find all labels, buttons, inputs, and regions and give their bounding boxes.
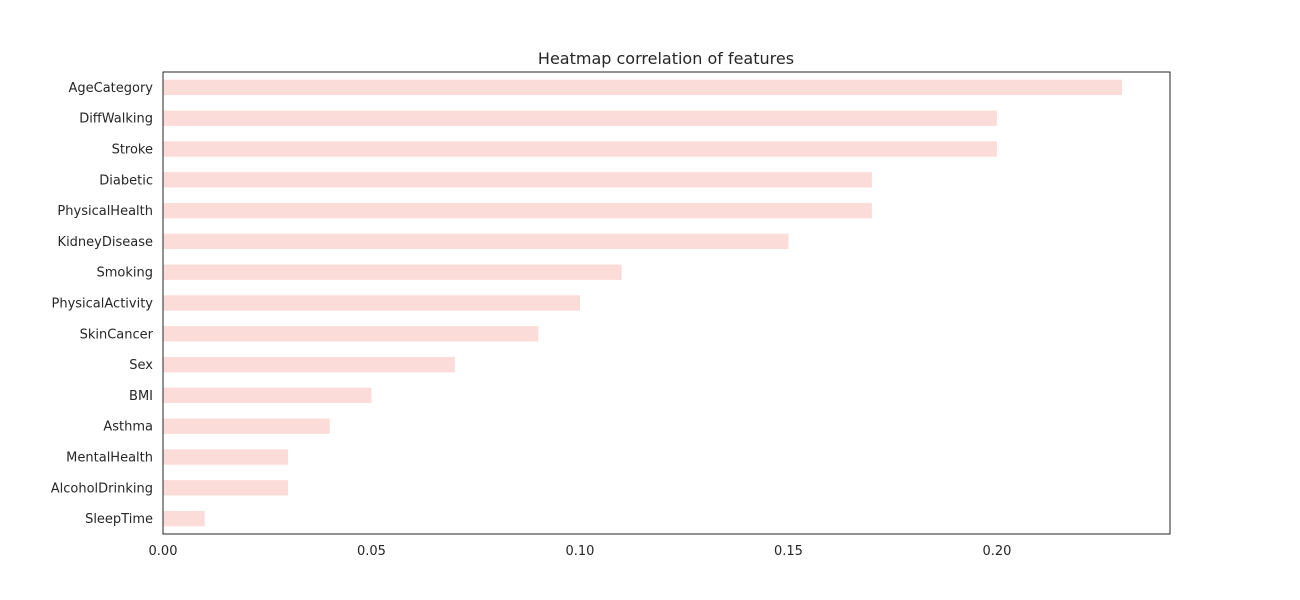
bar-kidneydisease (163, 233, 789, 250)
y-tick-label: Diabetic (99, 173, 153, 188)
y-tick-label: SleepTime (85, 512, 153, 527)
x-tick-label: 0.15 (774, 544, 803, 559)
plot-frame (162, 71, 1171, 535)
bar-bmi (163, 387, 372, 404)
y-tick-label: KidneyDisease (58, 235, 153, 250)
x-tick-label: 0.20 (982, 544, 1011, 559)
bar-skincancer (163, 326, 539, 342)
bar-alcoholdrinking (163, 480, 289, 496)
y-tick-label: PhysicalHealth (57, 204, 153, 219)
x-tick-label: 0.10 (566, 544, 595, 559)
y-tick-label: Stroke (112, 143, 153, 158)
y-tick-label: Asthma (103, 420, 153, 435)
bar-asthma (163, 418, 330, 434)
bar-physicalhealth (163, 202, 872, 219)
y-tick-label: AgeCategory (68, 81, 153, 96)
bar-sleeptime (163, 510, 205, 527)
bar-mentalhealth (163, 449, 289, 465)
bar-sex (163, 356, 455, 373)
bars-layer (163, 79, 1123, 527)
bar-physicalactivity (163, 295, 580, 311)
y-tick-label: Sex (129, 358, 153, 373)
x-tick-label: 0.05 (357, 544, 386, 559)
bar-agecategory (163, 79, 1123, 96)
y-tick-label: MentalHealth (66, 451, 153, 466)
bar-diabetic (163, 172, 872, 188)
bar-stroke (163, 141, 997, 157)
y-tick-label: PhysicalActivity (52, 297, 154, 312)
bar-diffwalking (163, 110, 997, 126)
x-tick-label: 0.00 (149, 544, 178, 559)
chart-title: Heatmap correlation of features (538, 49, 794, 68)
y-tick-label: DiffWalking (79, 112, 153, 127)
y-tick-label: BMI (129, 389, 153, 404)
y-tick-label: Smoking (96, 266, 153, 281)
bar-smoking (163, 264, 622, 280)
y-axis: AgeCategory DiffWalking Stroke Diabetic Phys… (51, 81, 154, 527)
y-tick-label: AlcoholDrinking (51, 481, 153, 496)
y-tick-label: SkinCancer (80, 327, 154, 342)
x-axis: 0.00 0.05 0.10 0.15 0.20 (149, 544, 1012, 559)
